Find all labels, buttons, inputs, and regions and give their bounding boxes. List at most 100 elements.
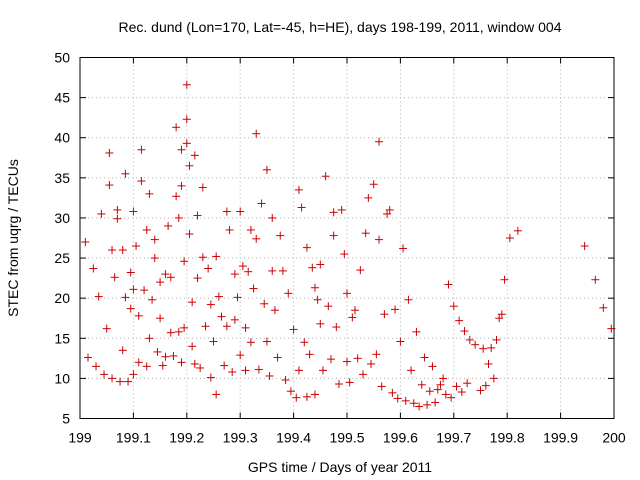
data-point xyxy=(254,365,263,374)
data-point xyxy=(436,380,445,389)
data-point xyxy=(316,260,325,269)
data-point xyxy=(150,235,159,244)
data-point xyxy=(201,322,210,331)
data-point xyxy=(334,380,343,389)
data-point xyxy=(161,352,170,361)
data-point xyxy=(188,298,197,307)
data-point xyxy=(286,387,295,396)
x-tick-label: 199.1 xyxy=(116,430,151,446)
data-point xyxy=(262,337,271,346)
y-tick-label: 50 xyxy=(54,50,70,66)
data-point xyxy=(343,289,351,298)
data-point xyxy=(404,295,413,304)
data-point xyxy=(241,366,250,375)
data-point xyxy=(182,115,191,124)
data-point xyxy=(84,353,93,362)
x-tick-label: 199.5 xyxy=(329,430,364,446)
data-point xyxy=(156,314,165,323)
data-point xyxy=(198,253,207,262)
data-point xyxy=(356,266,365,275)
data-point xyxy=(492,335,501,344)
data-point xyxy=(396,337,405,346)
data-point xyxy=(129,207,138,216)
data-point xyxy=(391,305,400,314)
data-point xyxy=(129,285,138,294)
data-point xyxy=(318,366,327,375)
x-tick-label: 199.7 xyxy=(436,430,471,446)
data-point xyxy=(449,302,458,311)
data-point xyxy=(166,273,175,282)
data-point xyxy=(137,177,146,186)
y-tick-label: 20 xyxy=(54,290,70,306)
data-point xyxy=(479,344,488,353)
data-point xyxy=(142,225,151,234)
data-point xyxy=(124,377,133,386)
data-point xyxy=(92,362,101,371)
y-tick-label: 40 xyxy=(54,130,70,146)
data-point xyxy=(310,283,319,292)
data-point xyxy=(428,362,437,371)
data-point xyxy=(369,180,378,189)
data-point xyxy=(455,316,464,325)
data-point xyxy=(182,139,191,148)
data-point xyxy=(137,145,146,154)
data-point xyxy=(241,323,250,332)
data-point xyxy=(513,226,522,235)
data-point xyxy=(343,357,351,366)
data-point xyxy=(289,325,298,334)
data-point xyxy=(148,295,157,304)
data-point xyxy=(252,129,261,138)
data-point xyxy=(415,402,424,411)
data-point xyxy=(452,382,461,391)
chart-title: Rec. dund (Lon=170, Lat=-45, h=HE), days… xyxy=(119,19,562,35)
data-point xyxy=(236,351,245,360)
data-point xyxy=(417,380,426,389)
data-point xyxy=(305,350,314,359)
data-point xyxy=(113,205,122,214)
data-point xyxy=(180,257,189,266)
data-point xyxy=(260,299,269,308)
data-point xyxy=(198,183,207,192)
data-point xyxy=(121,293,130,302)
data-point xyxy=(294,366,303,375)
data-point xyxy=(145,189,154,198)
data-point xyxy=(222,322,231,331)
data-point xyxy=(460,327,469,336)
data-point xyxy=(599,303,608,312)
gridlines xyxy=(80,57,614,419)
data-point xyxy=(484,359,493,368)
data-point xyxy=(353,354,362,363)
data-point xyxy=(105,148,114,157)
data-point xyxy=(193,274,202,283)
data-point xyxy=(158,361,167,370)
data-point xyxy=(489,374,498,383)
data-point xyxy=(326,355,335,364)
data-point xyxy=(204,264,213,273)
data-point xyxy=(375,235,384,244)
x-tick-label: 199.2 xyxy=(169,430,204,446)
data-point xyxy=(113,214,122,223)
data-point xyxy=(465,335,474,344)
data-point xyxy=(348,313,357,322)
data-point xyxy=(281,375,290,384)
data-point xyxy=(377,382,386,391)
data-point xyxy=(118,346,127,355)
data-point xyxy=(337,205,346,214)
data-point xyxy=(441,390,450,399)
data-point xyxy=(126,304,135,313)
data-point xyxy=(591,275,600,284)
data-point xyxy=(209,337,218,346)
data-point xyxy=(190,151,199,160)
data-point xyxy=(169,351,178,360)
data-point xyxy=(142,362,151,371)
data-point xyxy=(134,358,143,367)
data-point xyxy=(580,242,589,251)
data-point xyxy=(132,242,141,251)
data-point xyxy=(252,234,261,243)
data-point xyxy=(457,388,466,397)
data-point xyxy=(89,264,98,273)
data-point xyxy=(471,340,480,349)
data-point xyxy=(236,207,245,216)
data-point xyxy=(121,169,130,178)
y-tick-labels: 5 10 15 20 25 30 35 40 45 50 xyxy=(54,50,70,427)
